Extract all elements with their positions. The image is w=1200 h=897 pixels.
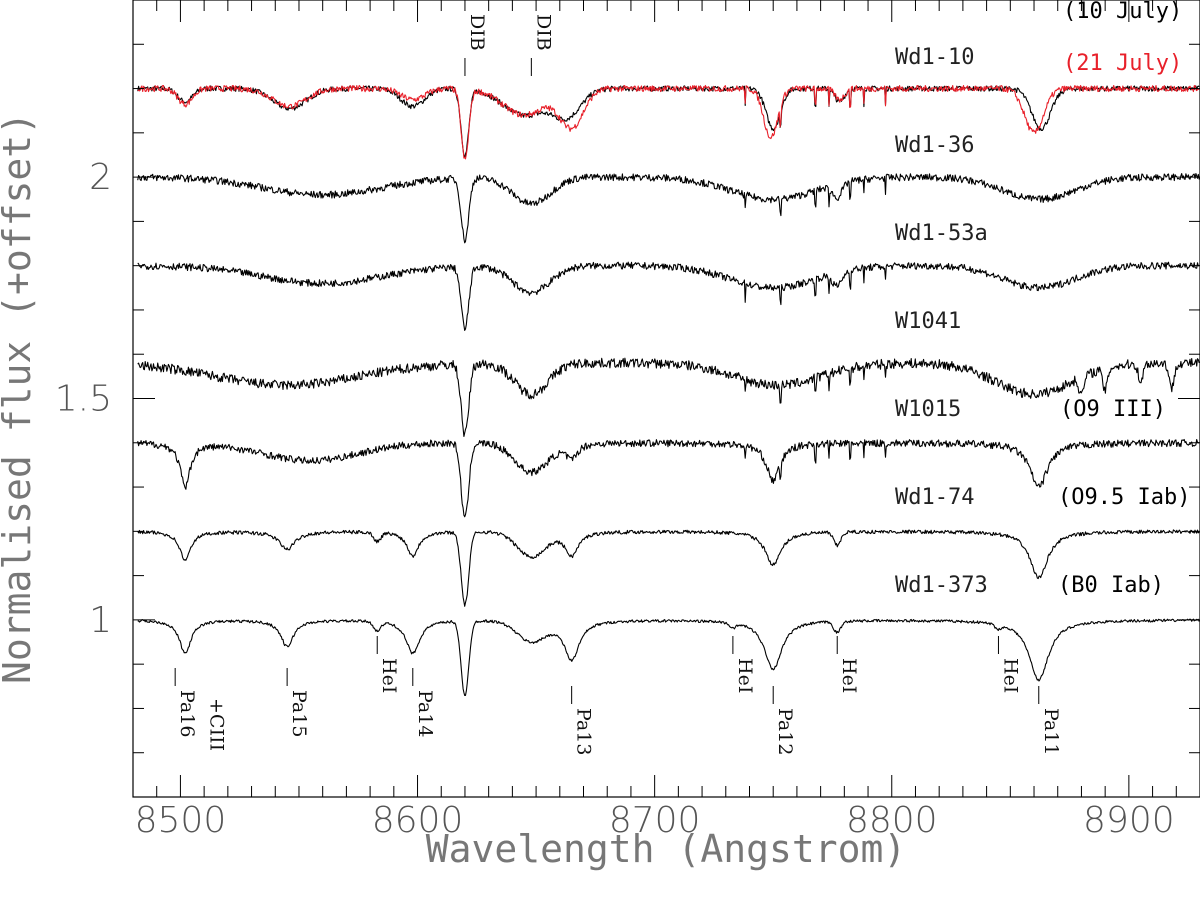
spectrum-line bbox=[137, 357, 1200, 438]
line-identifications: Pa16 +CIII Pa15 HeI Pa14 Pa13 HeI Pa12 HeI HeI Pa1… bbox=[174, 14, 1062, 755]
spectrum-line bbox=[137, 84, 1200, 160]
line-id-label: +CIII bbox=[205, 698, 227, 751]
line-id-label: HeI bbox=[999, 658, 1021, 693]
x-tick-label: 8600 bbox=[372, 800, 464, 841]
y-axis-label: Normalised flux (+offset) bbox=[0, 112, 39, 684]
spectrum-line bbox=[137, 173, 1200, 244]
star-sub-label: (B0 Iab) bbox=[1058, 573, 1164, 598]
star-sub-label: (21 July) bbox=[1063, 51, 1182, 76]
y-tick-label: 2 bbox=[89, 157, 112, 198]
star-name-label: W1041 bbox=[895, 309, 961, 334]
star-name-label: Wd1-36 bbox=[895, 133, 974, 158]
y-tick-label: 1 bbox=[89, 600, 112, 641]
line-id-label: Pa12 bbox=[774, 708, 796, 755]
dib-label: DIB bbox=[532, 14, 554, 51]
line-id-label: HeI bbox=[378, 658, 400, 693]
spectrum-line bbox=[137, 618, 1200, 697]
line-id-label: HeI bbox=[838, 658, 860, 693]
spectrum-line bbox=[137, 261, 1200, 331]
x-tick-label: 8700 bbox=[609, 800, 701, 841]
star-name-label: Wd1-10 bbox=[895, 45, 974, 70]
star-name-label: Wd1-373 bbox=[895, 573, 988, 598]
y-tick-label: 1.5 bbox=[55, 379, 112, 420]
star-sub-label: (O9 III) bbox=[1060, 397, 1166, 422]
x-tick-label: 8800 bbox=[846, 800, 938, 841]
plot-frame bbox=[132, 0, 1200, 798]
line-id-label: Pa11 bbox=[1040, 708, 1062, 755]
spectrum-line bbox=[137, 529, 1200, 607]
axis-ticks bbox=[132, 0, 1200, 798]
star-name-label: Wd1-74 bbox=[895, 485, 974, 510]
x-axis-label: Wavelength (Angstrom) bbox=[426, 827, 906, 871]
star-sub-label: (O9.5 Iab) bbox=[1058, 485, 1190, 510]
star-sub-label: (10 July) bbox=[1063, 0, 1182, 24]
spectrum-line bbox=[137, 438, 1200, 518]
line-id-label: Pa16 bbox=[176, 690, 198, 737]
line-id-label: Pa15 bbox=[288, 690, 310, 737]
x-tick-label: 8900 bbox=[1083, 800, 1175, 841]
star-name-label: Wd1-53a bbox=[895, 221, 988, 246]
x-tick-label: 8500 bbox=[135, 800, 227, 841]
dib-label: DIB bbox=[466, 14, 488, 51]
axis-tick-labels: 8500 8600 8700 8800 8900 1 1.5 2 bbox=[55, 157, 1175, 841]
line-id-label: Pa14 bbox=[414, 690, 436, 737]
line-id-label: HeI bbox=[734, 658, 756, 693]
star-labels: Wd1-10 (10 July) (21 July) Wd1-36 Wd1-53a W10… bbox=[895, 0, 1190, 598]
spectrum-line bbox=[137, 85, 1200, 159]
spectra-group bbox=[137, 84, 1200, 697]
star-name-label: W1015 bbox=[895, 397, 961, 422]
line-id-label: Pa13 bbox=[573, 708, 595, 755]
